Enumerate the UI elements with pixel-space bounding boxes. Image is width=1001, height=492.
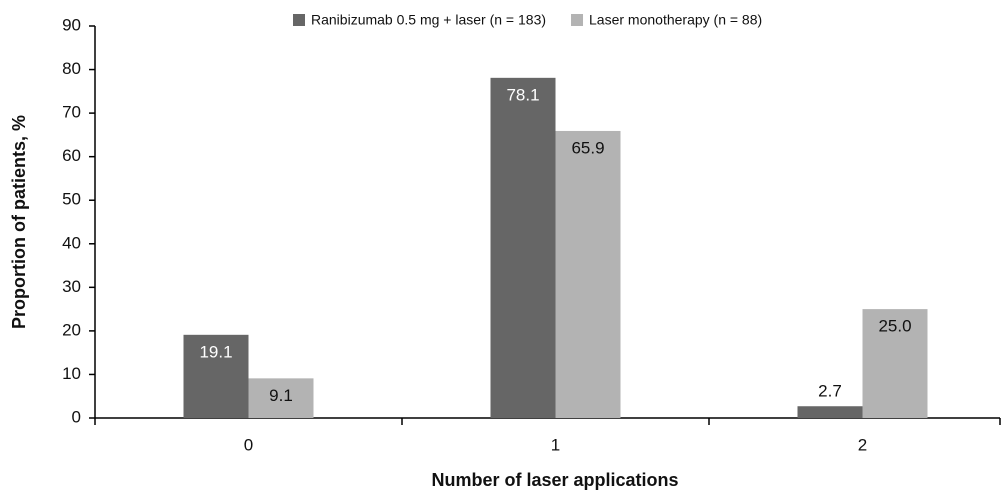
value-label: 25.0 — [878, 317, 911, 336]
y-tick-label: 70 — [62, 103, 81, 122]
value-label: 19.1 — [199, 342, 232, 361]
value-label: 9.1 — [269, 386, 293, 405]
legend-label: Ranibizumab 0.5 mg + laser (n = 183) — [311, 12, 546, 28]
y-tick-label: 40 — [62, 233, 81, 252]
bar — [555, 130, 621, 419]
x-tick-label: 0 — [244, 435, 253, 454]
y-tick-label: 10 — [62, 364, 81, 383]
y-tick-label: 60 — [62, 146, 81, 165]
value-label: 2.7 — [818, 382, 842, 401]
y-tick-label: 90 — [62, 15, 81, 34]
value-label: 78.1 — [506, 85, 539, 104]
legend-swatch — [293, 14, 305, 26]
y-tick-label: 20 — [62, 320, 81, 339]
legend-swatch — [571, 14, 584, 26]
legend-label: Laser monotherapy (n = 88) — [589, 12, 762, 28]
x-axis-title: Number of laser applications — [431, 470, 678, 490]
y-axis-title: Proportion of patients, % — [9, 115, 29, 329]
x-tick-label: 2 — [858, 435, 867, 454]
bar — [490, 77, 556, 418]
x-tick-label: 1 — [551, 435, 560, 454]
bar — [797, 406, 863, 418]
y-tick-label: 30 — [62, 277, 81, 296]
y-tick-label: 50 — [62, 190, 81, 209]
y-tick-label: 0 — [72, 407, 81, 426]
bar — [183, 334, 249, 418]
bar — [248, 378, 314, 418]
value-label: 65.9 — [571, 138, 604, 157]
y-tick-label: 80 — [62, 59, 81, 78]
bar — [862, 309, 928, 418]
